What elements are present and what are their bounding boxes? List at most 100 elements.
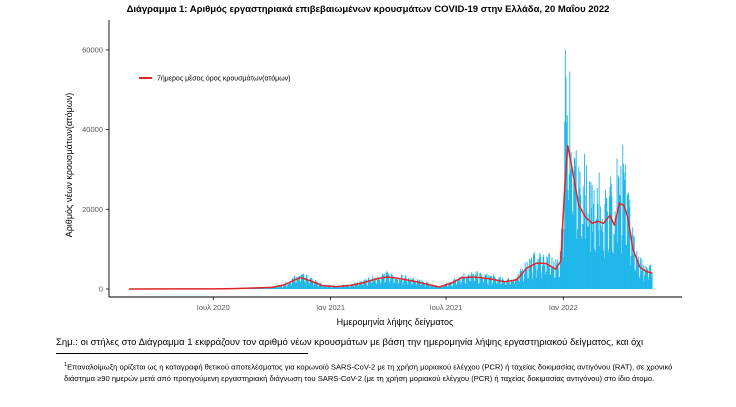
daily-case-bar <box>397 283 399 289</box>
daily-case-bar <box>480 274 482 289</box>
daily-case-bar <box>591 207 592 289</box>
daily-case-bar <box>457 280 459 289</box>
daily-case-bar <box>452 281 454 289</box>
daily-case-bar <box>559 276 561 289</box>
daily-case-bar <box>259 288 261 289</box>
daily-case-bar <box>307 281 309 289</box>
daily-case-bar <box>502 279 504 289</box>
daily-case-bar <box>434 284 436 289</box>
daily-case-bar <box>492 274 494 289</box>
daily-case-bar <box>473 281 475 289</box>
daily-case-bar <box>622 163 624 289</box>
daily-case-bar <box>540 255 541 289</box>
daily-case-bar <box>443 285 445 289</box>
daily-case-bar <box>573 157 575 289</box>
daily-case-bar <box>393 282 395 289</box>
daily-case-bar <box>295 282 297 289</box>
daily-case-bar <box>503 279 504 289</box>
daily-case-bar <box>286 285 288 289</box>
daily-case-bar <box>297 277 299 289</box>
daily-case-bar <box>430 285 432 289</box>
daily-case-bar <box>498 277 500 289</box>
daily-case-bar <box>537 259 539 289</box>
x-tick-label: Ιαν 2022 <box>549 303 578 312</box>
daily-case-bar <box>281 287 283 289</box>
daily-case-bar <box>322 287 324 289</box>
daily-case-bar <box>485 275 487 289</box>
daily-case-bar <box>599 206 601 289</box>
daily-case-bar <box>635 271 636 289</box>
daily-case-bar <box>515 278 517 289</box>
daily-case-bar <box>262 287 264 289</box>
daily-case-bar <box>607 253 609 289</box>
daily-case-bar <box>365 282 367 289</box>
daily-case-bar <box>577 229 578 289</box>
daily-case-bar <box>318 286 319 289</box>
daily-case-bar <box>379 279 381 289</box>
y-tick-label: 60000 <box>82 45 103 54</box>
daily-case-bar <box>612 253 614 289</box>
daily-case-bar <box>630 256 632 289</box>
daily-case-bar <box>349 287 351 289</box>
daily-case-bar <box>490 276 492 289</box>
daily-case-bar <box>555 265 557 289</box>
daily-case-bar <box>347 285 349 289</box>
chart-title: Διάγραμμα 1: Αριθμός εργαστηριακά επιβεβ… <box>126 4 610 15</box>
daily-case-bar <box>560 259 562 289</box>
daily-case-bar <box>517 273 519 289</box>
daily-case-bar <box>342 284 344 289</box>
daily-case-bar <box>464 277 466 289</box>
daily-case-bar <box>583 224 585 289</box>
daily-case-bar <box>306 275 308 289</box>
daily-case-bar <box>395 279 397 289</box>
daily-case-bar <box>268 288 270 289</box>
daily-case-bar <box>610 183 612 289</box>
daily-case-bar <box>479 272 481 289</box>
daily-case-bar <box>523 280 525 289</box>
daily-case-bar <box>390 273 392 289</box>
seven-day-mean-line <box>128 144 653 290</box>
daily-case-bar <box>442 286 444 289</box>
daily-case-bar <box>481 275 483 289</box>
daily-case-bar <box>272 287 274 289</box>
daily-case-bar <box>592 203 594 289</box>
daily-case-bar <box>428 283 430 289</box>
daily-case-bar <box>651 274 652 289</box>
daily-case-bar <box>422 281 423 289</box>
daily-case-bar <box>520 268 522 289</box>
daily-case-bar <box>303 274 305 289</box>
daily-case-bar <box>277 287 279 289</box>
daily-case-bar <box>357 285 359 289</box>
daily-case-bar <box>641 259 643 289</box>
x-axis-ticks: Ιουλ 2020 Ιαν 2021 Ιουλ 2021 Ιαν 2022 <box>197 297 578 312</box>
daily-case-bar <box>645 270 647 289</box>
daily-case-bar <box>449 282 451 289</box>
daily-case-bar <box>461 276 463 289</box>
daily-case-bar <box>344 287 346 289</box>
daily-case-bar <box>481 277 483 289</box>
daily-case-bar <box>536 277 538 289</box>
daily-case-bar <box>543 254 545 289</box>
daily-case-bar <box>465 283 467 289</box>
daily-case-bar <box>321 287 323 289</box>
daily-case-bar <box>296 276 298 289</box>
daily-case-bar <box>620 166 622 289</box>
daily-case-bar <box>450 282 452 289</box>
daily-case-bar <box>564 121 566 289</box>
daily-case-bar <box>640 271 642 289</box>
daily-case-bar <box>538 258 540 289</box>
daily-case-bar <box>645 266 647 289</box>
daily-case-bar <box>334 286 335 289</box>
daily-case-bar <box>589 251 591 289</box>
daily-case-bar <box>517 276 518 289</box>
daily-case-bar <box>462 278 464 289</box>
daily-case-bar <box>608 196 610 289</box>
daily-case-bar <box>415 281 416 289</box>
daily-case-bar <box>504 284 506 289</box>
daily-case-bar <box>606 198 608 289</box>
daily-case-bar <box>646 270 648 289</box>
daily-case-bar <box>427 282 429 289</box>
daily-case-bar <box>272 287 274 289</box>
daily-case-bar <box>473 274 474 289</box>
daily-case-bar <box>559 251 561 289</box>
